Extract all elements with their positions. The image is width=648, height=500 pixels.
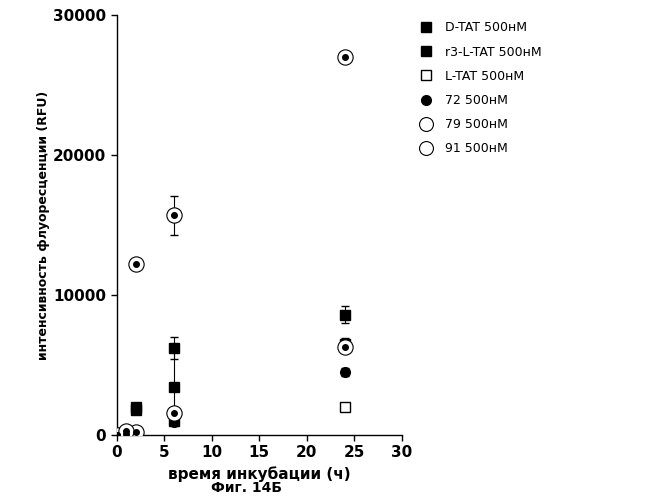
- Y-axis label: интенсивность флуоресценции (RFU): интенсивность флуоресценции (RFU): [37, 90, 50, 360]
- Legend: D-TAT 500нM, r3-L-TAT 500нM, L-TAT 500нM, 72 500нM, 79 500нM, 91 500нM: D-TAT 500нM, r3-L-TAT 500нM, L-TAT 500нM…: [413, 21, 542, 156]
- Text: Фиг. 14Б: Фиг. 14Б: [211, 481, 282, 495]
- X-axis label: время инкубации (ч): время инкубации (ч): [168, 466, 351, 481]
